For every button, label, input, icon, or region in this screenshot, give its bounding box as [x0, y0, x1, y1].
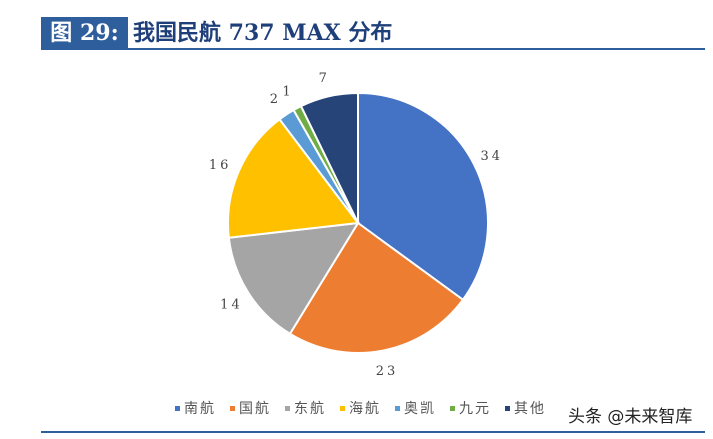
- legend-swatch: [450, 405, 455, 411]
- data-label-2: 14: [220, 298, 243, 313]
- legend: 南航 国航 东航 海航 奥凯 九元 其他: [175, 398, 546, 418]
- bottom-divider: [41, 431, 705, 433]
- pie-slice-2: [227, 221, 360, 336]
- legend-item: 其他: [505, 398, 546, 418]
- legend-label: 东航: [294, 401, 326, 417]
- legend-item: 东航: [285, 398, 326, 418]
- pie-slice-3: [227, 117, 360, 239]
- legend-label: 南航: [184, 401, 216, 417]
- legend-item: 国航: [230, 398, 271, 418]
- legend-swatch: [230, 405, 235, 411]
- legend-item: 南航: [175, 398, 216, 418]
- title-divider: [41, 48, 705, 50]
- legend-label: 国航: [239, 401, 271, 417]
- legend-label: 奥凯: [404, 401, 436, 417]
- legend-swatch: [395, 405, 400, 411]
- legend-item: 奥凯: [395, 398, 436, 418]
- legend-label: 海航: [349, 401, 381, 417]
- data-label-3: 16: [209, 158, 232, 173]
- legend-swatch: [175, 405, 180, 411]
- pie-slice-1: [288, 221, 465, 354]
- legend-swatch: [285, 405, 290, 411]
- figure-number: 图 29:: [41, 17, 128, 49]
- data-label-0: 34: [480, 149, 503, 164]
- chart-title: 我国民航 737 MAX 分布: [133, 20, 393, 46]
- legend-item: 海航: [340, 398, 381, 418]
- data-label-4: 2: [270, 92, 281, 107]
- data-label-6: 7: [319, 71, 330, 86]
- data-label-1: 23: [376, 364, 399, 379]
- legend-label: 九元: [459, 401, 491, 417]
- pie-slice-0: [357, 91, 489, 302]
- legend-item: 九元: [450, 398, 491, 418]
- legend-swatch: [505, 405, 510, 411]
- legend-swatch: [340, 405, 345, 411]
- pie-slice-6: [299, 91, 359, 224]
- data-label-5: 1: [282, 84, 293, 99]
- legend-label: 其他: [514, 401, 546, 417]
- watermark: 头条 @未来智库: [568, 407, 693, 427]
